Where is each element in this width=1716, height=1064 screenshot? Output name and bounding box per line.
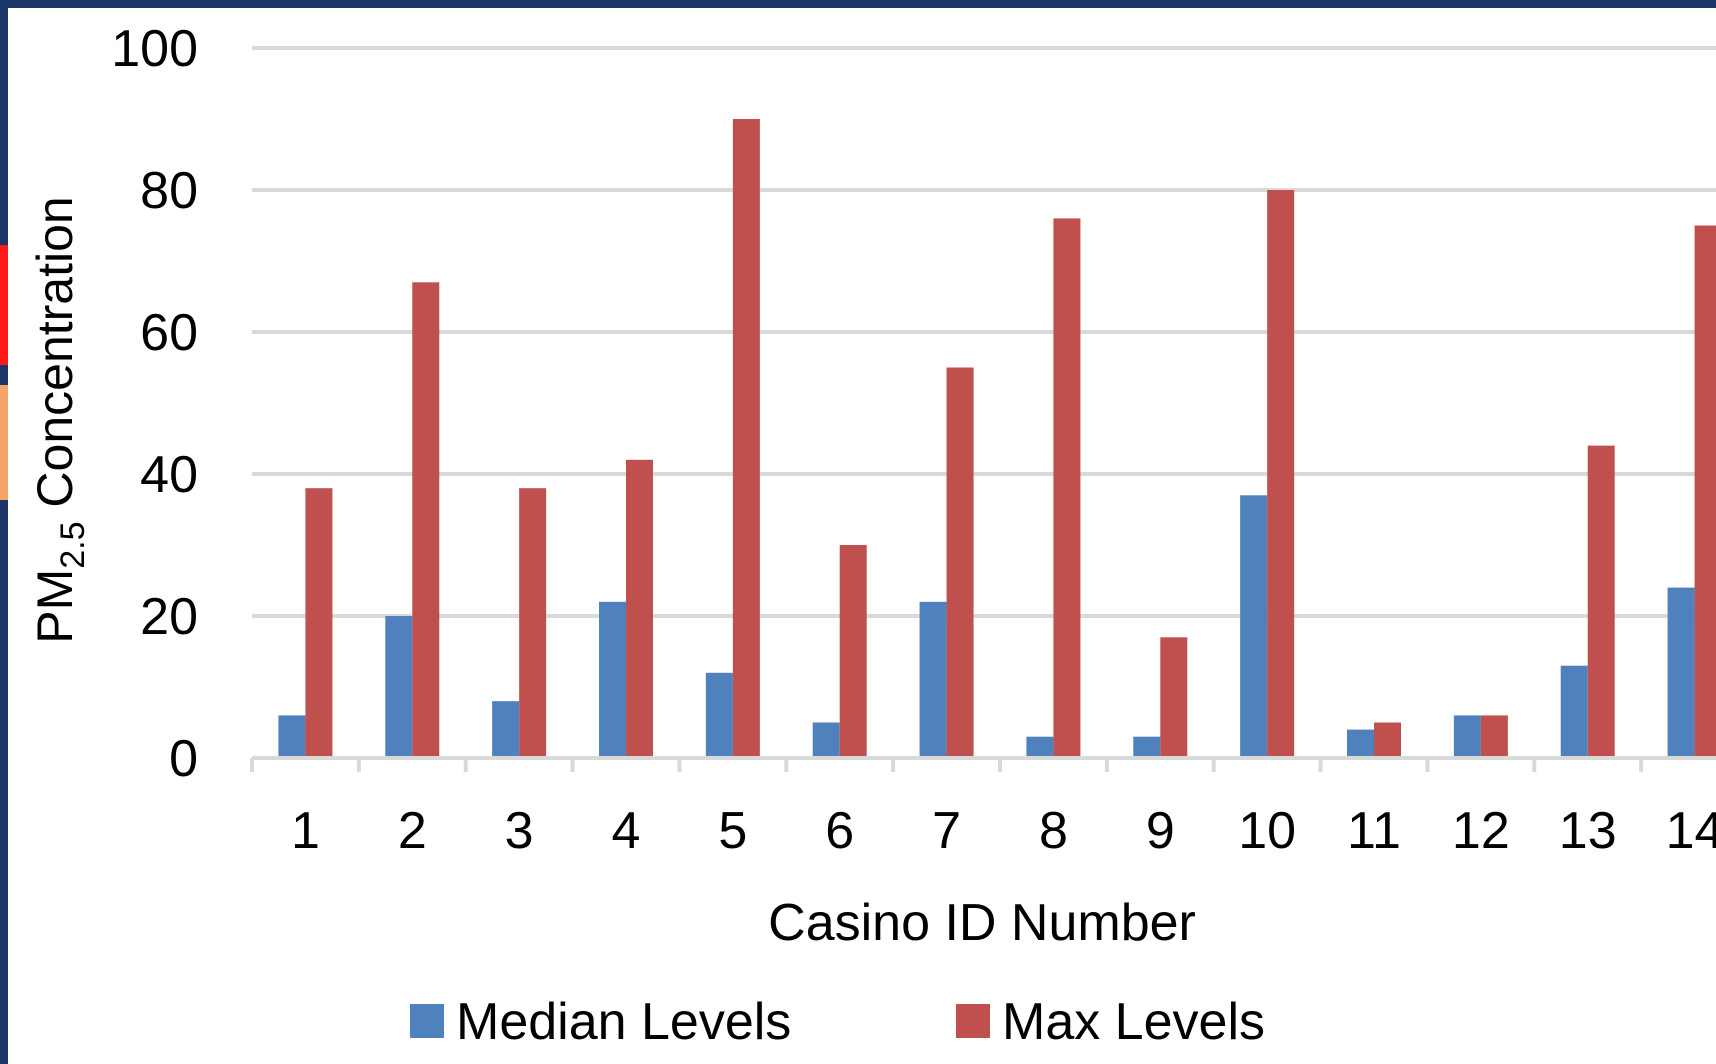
x-tick-label: 1 bbox=[291, 802, 320, 860]
bar-max-1 bbox=[305, 488, 333, 758]
y-tick-label: 0 bbox=[169, 730, 198, 788]
bar-max-7 bbox=[946, 367, 974, 758]
bars bbox=[278, 119, 1716, 758]
y-tick-label: 100 bbox=[111, 20, 198, 78]
bar-max-11 bbox=[1374, 722, 1401, 758]
bar-median-6 bbox=[812, 722, 840, 758]
x-tick-label: 4 bbox=[612, 802, 641, 860]
bar-max-12 bbox=[1480, 715, 1508, 758]
gridlines bbox=[252, 46, 1716, 618]
y-axis-label-prefix: PM bbox=[27, 569, 83, 644]
legend-label-max: Max Levels bbox=[1002, 993, 1265, 1051]
x-tick-label: 14 bbox=[1666, 802, 1716, 860]
bar-median-4 bbox=[599, 601, 626, 758]
legend-label-median: Median Levels bbox=[456, 993, 791, 1051]
bar-median-2 bbox=[385, 616, 413, 758]
bar-median-1 bbox=[278, 715, 306, 758]
bar-max-9 bbox=[1160, 637, 1188, 758]
bar-median-10 bbox=[1240, 495, 1268, 758]
x-tick-label: 8 bbox=[1039, 802, 1068, 860]
bar-max-8 bbox=[1053, 218, 1081, 758]
bar-max-2 bbox=[412, 282, 440, 758]
y-tick-label: 40 bbox=[140, 446, 198, 504]
x-tick-label: 11 bbox=[1347, 802, 1401, 860]
x-tick-label: 5 bbox=[718, 802, 747, 860]
bar-median-11 bbox=[1347, 729, 1374, 758]
bar-median-5 bbox=[705, 672, 733, 758]
y-axis-label-suffix: Concentration bbox=[27, 196, 83, 521]
bar-median-7 bbox=[919, 601, 947, 758]
bar-median-13 bbox=[1560, 665, 1588, 758]
y-tick-label: 20 bbox=[140, 588, 198, 646]
legend: Median Levels Max Levels bbox=[410, 993, 1265, 1051]
x-tick-labels: 1 2 3 4 5 6 7 8 9 10 11 12 13 14 bbox=[291, 802, 1716, 860]
edge-accent-red bbox=[0, 245, 8, 365]
x-tick-label: 3 bbox=[505, 802, 534, 860]
bar-max-14 bbox=[1694, 225, 1716, 758]
x-tick-label: 9 bbox=[1146, 802, 1175, 860]
bar-median-8 bbox=[1026, 736, 1054, 758]
bar-max-10 bbox=[1267, 190, 1295, 758]
x-tick-label: 7 bbox=[932, 802, 961, 860]
y-tick-labels: 0 20 40 60 80 100 bbox=[111, 20, 198, 788]
bar-median-12 bbox=[1453, 715, 1481, 758]
bar-max-3 bbox=[519, 488, 547, 758]
x-tick-label: 12 bbox=[1452, 802, 1510, 860]
bar-max-13 bbox=[1587, 445, 1615, 758]
bar-max-6 bbox=[839, 545, 867, 758]
x-tick-label: 13 bbox=[1559, 802, 1617, 860]
y-axis-label-subscript: 2.5 bbox=[54, 521, 92, 568]
x-tick-label: 2 bbox=[398, 802, 427, 860]
x-tick-label: 6 bbox=[825, 802, 854, 860]
chart-frame: 0 20 40 60 80 100 1 2 3 4 5 6 7 8 9 10 11 12 13 14 PM2.5 C… bbox=[8, 8, 1716, 1064]
y-tick-label: 80 bbox=[140, 162, 198, 220]
bar-median-9 bbox=[1133, 736, 1161, 758]
bar-max-5 bbox=[732, 119, 760, 758]
x-tick-label: 10 bbox=[1238, 802, 1296, 860]
y-axis-label: PM2.5 Concentration bbox=[27, 196, 92, 643]
edge-accent-orange bbox=[0, 385, 8, 500]
legend-swatch-max bbox=[956, 1004, 990, 1038]
bar-median-14 bbox=[1667, 587, 1695, 758]
x-axis bbox=[250, 756, 1716, 772]
bar-median-3 bbox=[492, 701, 520, 758]
y-tick-label: 60 bbox=[140, 304, 198, 362]
x-axis-label: Casino ID Number bbox=[768, 894, 1196, 952]
legend-swatch-median bbox=[410, 1004, 444, 1038]
bar-max-4 bbox=[626, 459, 653, 758]
